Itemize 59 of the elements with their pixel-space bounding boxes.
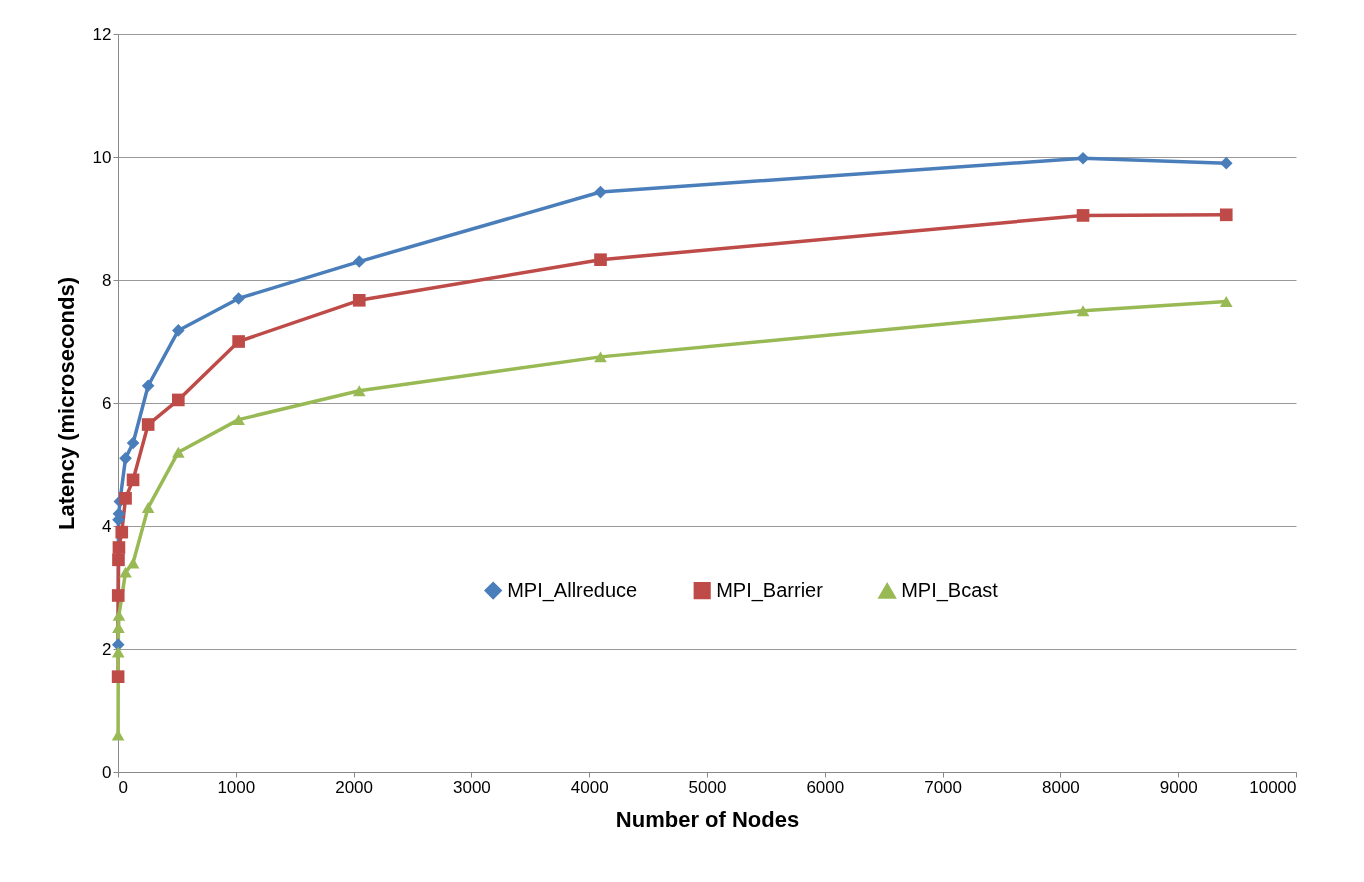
point bbox=[1076, 209, 1090, 222]
y-axis-title: Latency (microseconds) bbox=[53, 276, 79, 531]
x-tick-label: 5000 bbox=[688, 777, 727, 797]
point bbox=[594, 351, 607, 363]
y-tick-label: 12 bbox=[92, 24, 112, 44]
point bbox=[594, 185, 607, 199]
x-tick-label: 4000 bbox=[570, 777, 609, 797]
y-tick-label: 2 bbox=[102, 639, 112, 659]
point bbox=[111, 646, 125, 658]
point bbox=[111, 670, 125, 683]
point bbox=[171, 446, 185, 458]
point bbox=[141, 379, 155, 393]
point bbox=[352, 255, 366, 268]
point bbox=[232, 292, 245, 305]
y-tick-label: 10 bbox=[92, 147, 112, 167]
point bbox=[111, 638, 125, 652]
legend-label: MPI_Allreduce bbox=[507, 578, 638, 602]
x-tick-label: 1000 bbox=[217, 777, 256, 797]
y-tick-label: 4 bbox=[102, 516, 112, 536]
x-tick-label: 6000 bbox=[806, 777, 845, 797]
point bbox=[171, 324, 185, 337]
x-tick-label: 3000 bbox=[452, 777, 491, 797]
x-axis-title: Number of Nodes bbox=[615, 806, 800, 832]
x-tick-label: 7000 bbox=[924, 777, 963, 797]
x-tick-label: 8000 bbox=[1041, 777, 1080, 797]
point bbox=[119, 566, 132, 578]
point bbox=[1219, 208, 1233, 222]
point bbox=[1219, 156, 1233, 170]
point bbox=[1076, 305, 1090, 317]
point bbox=[594, 253, 607, 267]
point bbox=[126, 436, 140, 450]
point bbox=[352, 385, 366, 397]
point bbox=[119, 492, 132, 505]
legend-label: MPI_Barrier bbox=[716, 578, 824, 602]
point bbox=[171, 393, 185, 407]
point bbox=[352, 293, 366, 307]
point bbox=[112, 553, 125, 567]
point bbox=[1219, 296, 1233, 307]
legend-label: MPI_Bcast bbox=[901, 579, 999, 603]
point bbox=[112, 541, 126, 554]
point bbox=[1076, 151, 1090, 165]
point bbox=[119, 452, 132, 465]
point bbox=[111, 729, 125, 741]
point bbox=[115, 525, 129, 539]
point bbox=[141, 502, 155, 514]
x-tick-label: 0 bbox=[118, 777, 128, 797]
point bbox=[112, 609, 126, 621]
point bbox=[232, 414, 245, 426]
x-tick-label: 9000 bbox=[1159, 777, 1198, 797]
x-tick-label: 10000 bbox=[1249, 777, 1297, 797]
point bbox=[126, 473, 140, 487]
point bbox=[126, 557, 140, 569]
y-tick-label: 6 bbox=[102, 393, 112, 413]
y-tick-label: 0 bbox=[102, 762, 112, 782]
y-tick-label: 8 bbox=[102, 270, 112, 290]
point bbox=[232, 335, 245, 348]
point bbox=[141, 418, 155, 431]
point bbox=[111, 589, 125, 602]
x-tick-label: 2000 bbox=[335, 777, 374, 797]
